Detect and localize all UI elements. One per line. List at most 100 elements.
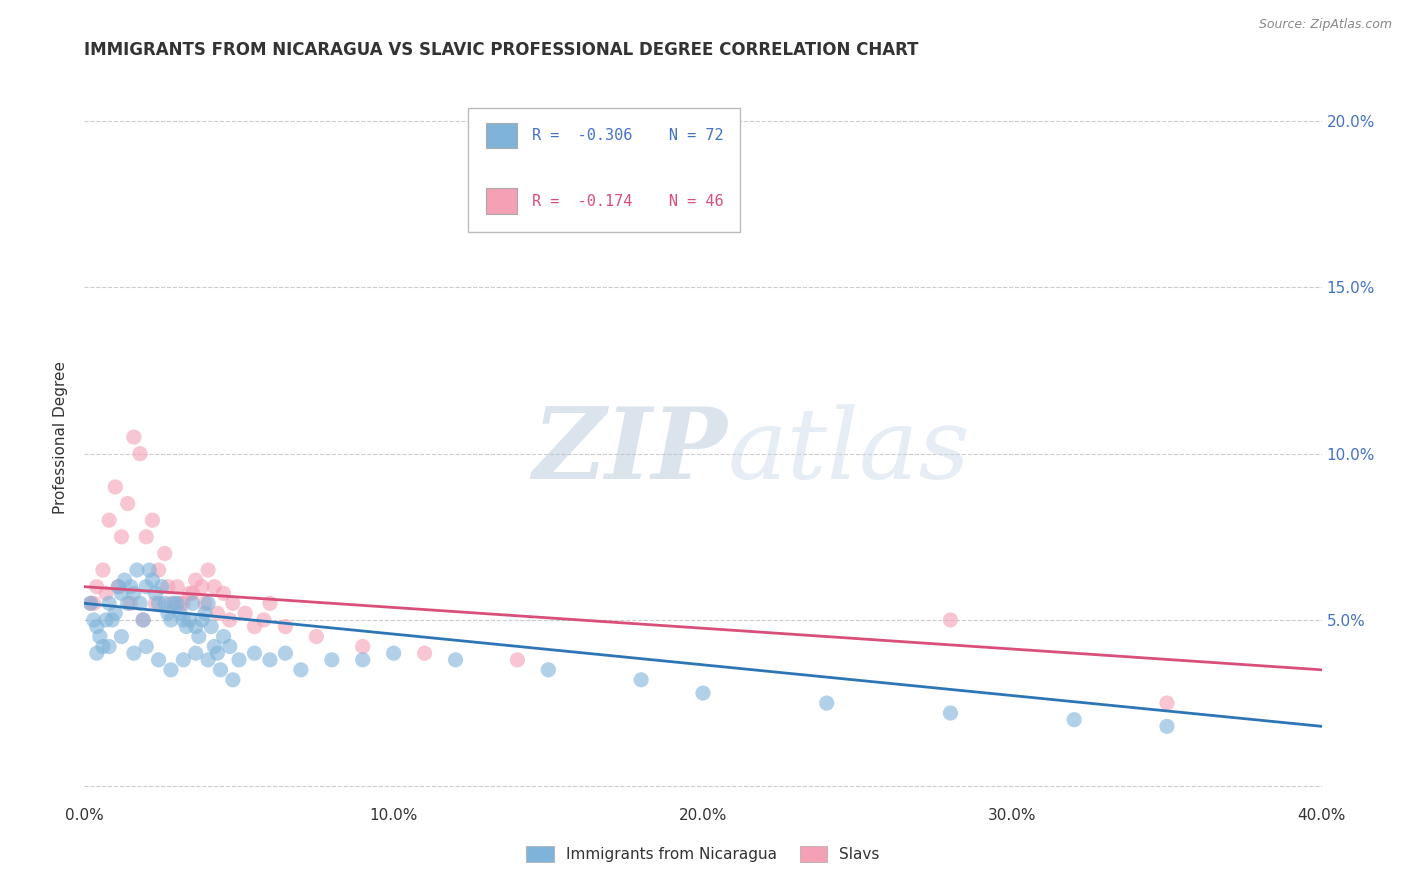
Point (207, 607, 229, 621)
Point (222, 673, 245, 687)
Point (172, 596, 194, 610)
Point (153, 596, 176, 610)
Point (98, 640, 121, 654)
Point (228, 653, 250, 667)
Point (815, 696, 838, 710)
Point (145, 586, 167, 600)
Point (120, 580, 142, 594)
Point (169, 607, 191, 621)
Point (122, 586, 145, 600)
Point (166, 580, 188, 594)
Point (148, 563, 170, 577)
Point (207, 646, 229, 660)
Point (352, 653, 374, 667)
Point (163, 596, 186, 610)
Point (160, 613, 183, 627)
Point (166, 596, 188, 610)
Point (122, 646, 145, 660)
Point (1063, 713, 1085, 727)
Point (101, 613, 124, 627)
Point (444, 653, 467, 667)
Point (290, 663, 312, 677)
Point (122, 430, 145, 444)
Point (202, 640, 225, 654)
Point (138, 563, 160, 577)
Point (94, 613, 117, 627)
Point (382, 646, 405, 660)
Point (94, 586, 117, 600)
Point (179, 586, 201, 600)
Point (79, 596, 101, 610)
Point (172, 613, 194, 627)
Point (191, 580, 214, 594)
Point (179, 613, 201, 627)
Point (125, 563, 148, 577)
Point (145, 596, 167, 610)
Point (506, 653, 529, 667)
Point (218, 613, 240, 627)
Point (148, 653, 170, 667)
Point (259, 596, 281, 610)
Point (274, 646, 297, 660)
Legend: Immigrants from Nicaragua, Slavs: Immigrants from Nicaragua, Slavs (520, 840, 886, 868)
Point (156, 607, 179, 621)
Point (243, 646, 266, 660)
Point (156, 580, 179, 594)
Point (141, 513, 163, 527)
Point (212, 630, 235, 644)
Point (110, 586, 132, 600)
Point (114, 573, 136, 587)
Point (86, 646, 108, 660)
Point (117, 596, 139, 610)
Point (169, 596, 191, 610)
Point (194, 596, 217, 610)
Point (259, 653, 281, 667)
Point (212, 586, 235, 600)
Point (209, 663, 232, 677)
Point (187, 630, 209, 644)
Point (104, 607, 127, 621)
Point (184, 573, 207, 587)
Point (132, 613, 155, 627)
Point (129, 447, 152, 461)
Y-axis label: Professional Degree: Professional Degree (53, 360, 69, 514)
Point (98, 513, 121, 527)
Point (153, 546, 176, 560)
Point (191, 613, 214, 627)
Point (202, 580, 225, 594)
Point (110, 530, 132, 544)
FancyBboxPatch shape (486, 122, 517, 148)
Point (89, 630, 111, 644)
Text: IMMIGRANTS FROM NICARAGUA VS SLAVIC PROFESSIONAL DEGREE CORRELATION CHART: IMMIGRANTS FROM NICARAGUA VS SLAVIC PROF… (84, 41, 920, 59)
Point (79, 596, 101, 610)
Point (352, 640, 374, 654)
Point (91, 640, 114, 654)
Point (104, 480, 127, 494)
Text: ZIP: ZIP (533, 403, 728, 500)
Point (939, 706, 962, 720)
Point (91, 563, 114, 577)
Point (184, 646, 207, 660)
Point (172, 653, 194, 667)
Point (197, 563, 219, 577)
Point (305, 630, 328, 644)
Point (148, 596, 170, 610)
Point (176, 619, 198, 633)
FancyBboxPatch shape (468, 108, 740, 232)
Point (200, 619, 222, 633)
Point (194, 607, 217, 621)
Point (537, 663, 560, 677)
Point (110, 630, 132, 644)
Point (141, 573, 163, 587)
Text: R =  -0.174    N = 46: R = -0.174 N = 46 (533, 194, 724, 209)
Point (107, 580, 129, 594)
Point (222, 596, 245, 610)
Point (120, 596, 142, 610)
Point (160, 596, 183, 610)
Point (117, 497, 139, 511)
Point (98, 596, 121, 610)
Point (135, 640, 157, 654)
Point (150, 580, 173, 594)
Point (630, 673, 652, 687)
Point (83, 596, 105, 610)
